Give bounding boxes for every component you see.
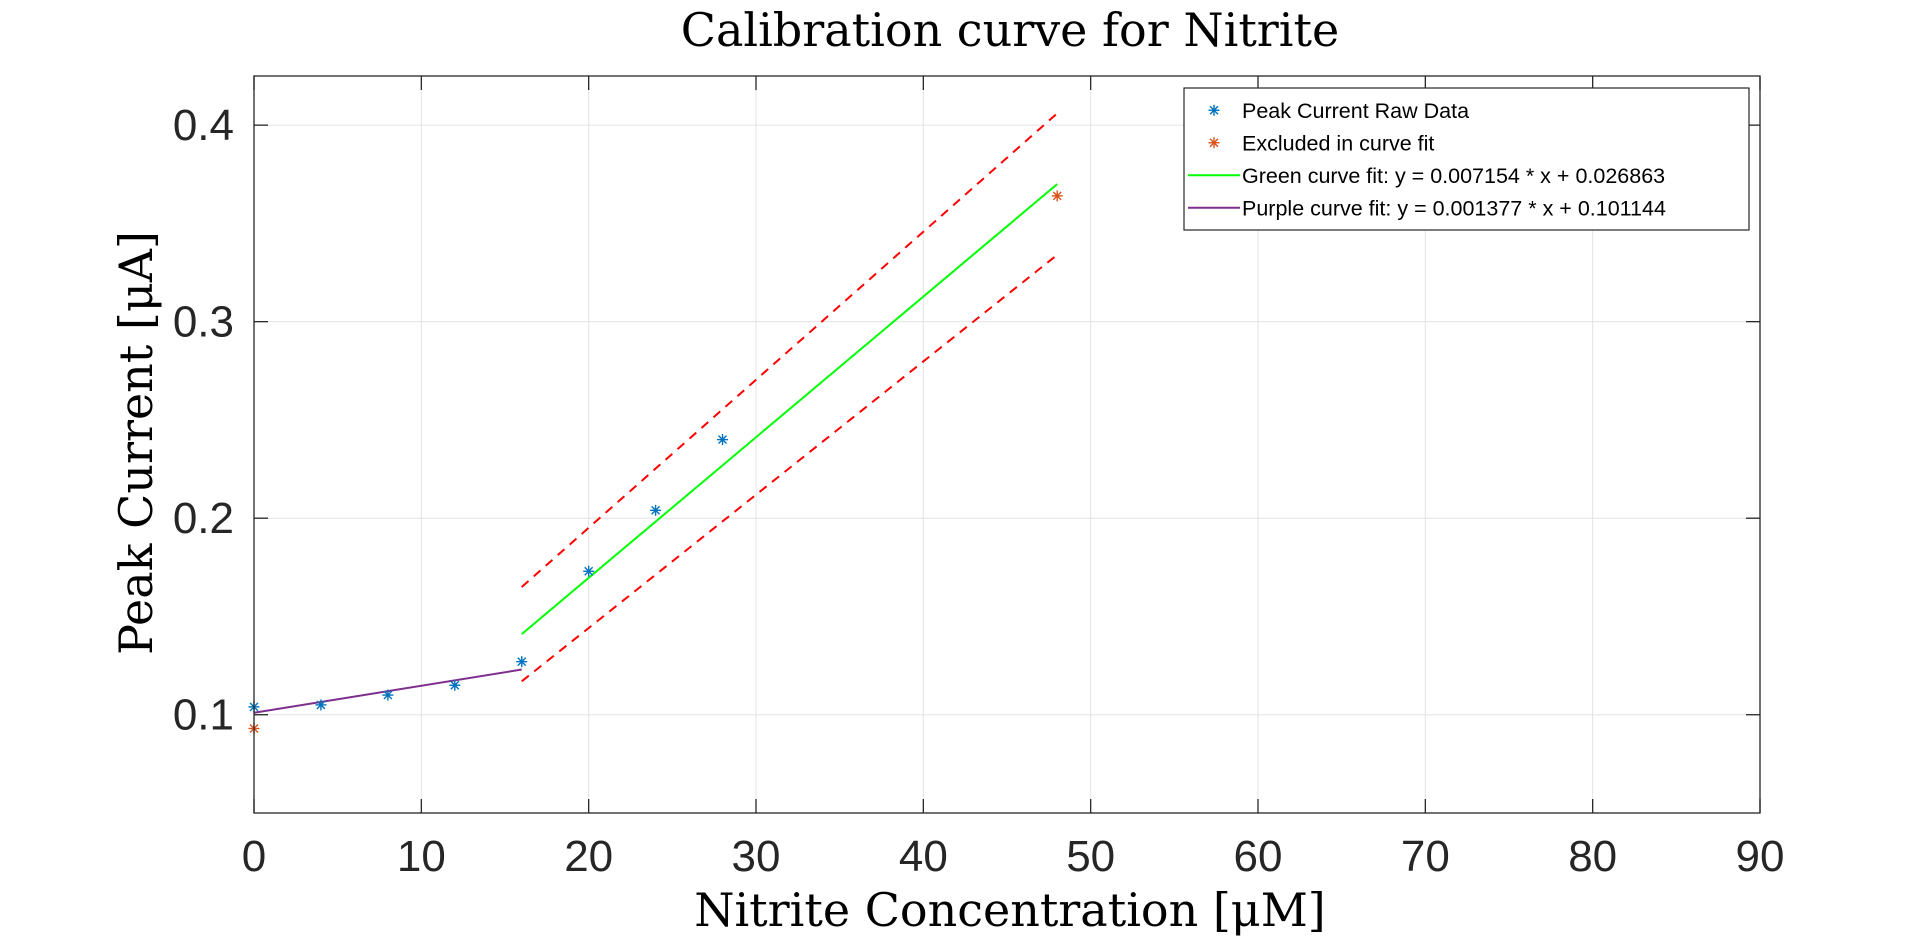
legend-box [1183,87,1750,231]
confidence-line-4 [521,112,1058,588]
legend-item: Purple curve fit: y = 0.001377 * x + 0.1… [1188,196,1666,220]
fit-line-2 [521,183,1058,635]
x-tick-label: 40 [899,832,948,881]
data-point [382,689,394,701]
x-tick-label: 70 [1401,832,1450,881]
x-tick-label: 30 [732,832,781,881]
chart-title: Calibration curve for Nitrite [681,3,1339,57]
y-tick-label: 0.3 [173,298,234,347]
y-tick-label: 0.4 [173,101,234,150]
x-tick-label: 50 [1066,832,1115,881]
data-point [516,656,528,668]
plot-area [248,112,1063,734]
legend-marker [1208,137,1220,149]
x-tick-label: 0 [242,832,266,881]
x-axis-label: Nitrite Concentration [μM] [694,883,1326,936]
legend-item: Excluded in curve fit [1208,131,1434,155]
x-tick-label: 10 [397,832,446,881]
x-tick-label: 90 [1736,832,1785,881]
legend-label: Green curve fit: y = 0.007154 * x + 0.02… [1242,164,1665,188]
data-point [449,679,461,691]
confidence-line-5 [521,254,1058,683]
legend-marker [1208,104,1220,116]
data-point [650,504,662,516]
legend-label: Peak Current Raw Data [1242,99,1469,123]
x-tick-label: 60 [1234,832,1283,881]
legend: Peak Current Raw Data Excluded in curve f… [1183,87,1750,231]
data-point [583,565,595,577]
data-point [315,699,327,711]
data-point [1051,190,1063,202]
axes-frame [253,75,1761,814]
y-axis-label: Peak Current [μA] [109,231,163,655]
legend-label: Excluded in curve fit [1242,131,1434,155]
y-tick-label: 0.2 [173,494,234,543]
legend-item: Peak Current Raw Data [1208,99,1469,123]
tick-labels: 0 10 20 30 40 50 60 70 80 90 0.1 0.2 0.3 0.4 [173,101,1785,881]
y-tick-label: 0.1 [173,691,234,740]
x-tick-label: 80 [1568,832,1617,881]
x-tick-label: 20 [564,832,613,881]
legend-item: Green curve fit: y = 0.007154 * x + 0.02… [1188,164,1665,188]
legend-label: Purple curve fit: y = 0.001377 * x + 0.1… [1242,196,1666,220]
data-point [717,434,729,446]
